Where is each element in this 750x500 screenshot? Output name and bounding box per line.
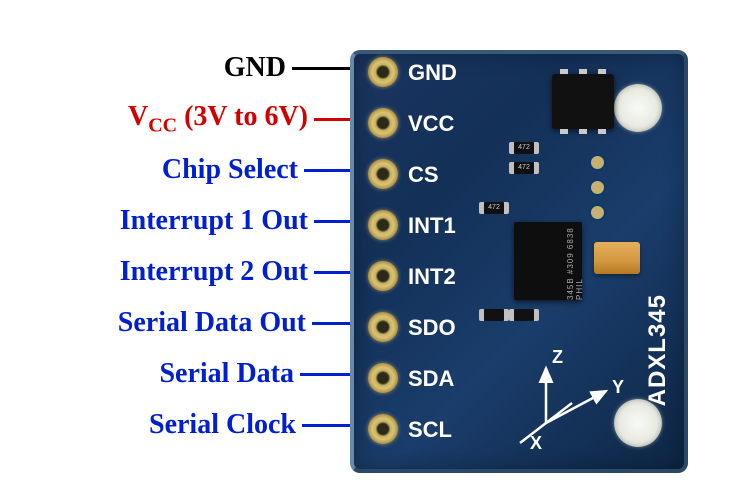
pin-label-text: Serial Clock bbox=[149, 409, 296, 441]
pin-label-text: Interrupt 2 Out bbox=[120, 256, 308, 288]
pin-label-text: Interrupt 1 Out bbox=[120, 205, 308, 237]
pin-label-row: VCC (3V to 6V) bbox=[128, 99, 378, 139]
diagram-container: GND VCC (3V to 6V) Chip Select Interrupt 1 … bbox=[0, 0, 750, 500]
pcb-board: GND VCC CS INT1 INT2 SDO SDA SCL 345B #309 6838… bbox=[350, 50, 688, 473]
pin-silk-label: SDO bbox=[408, 315, 456, 341]
smd-resistor bbox=[484, 309, 504, 321]
smd-resistor bbox=[514, 309, 534, 321]
pin-label-text: GND bbox=[224, 52, 286, 84]
tantalum-capacitor bbox=[594, 242, 640, 274]
pin-hole bbox=[368, 363, 398, 393]
pin-label-row: Interrupt 2 Out bbox=[120, 252, 378, 292]
axes-indicator: Z Y X bbox=[516, 343, 636, 453]
smd-resistor: 472 bbox=[484, 202, 504, 214]
pin-label-row: Chip Select bbox=[162, 150, 378, 190]
pin-label-row: Interrupt 1 Out bbox=[120, 201, 378, 241]
smd-resistor: 472 bbox=[514, 162, 534, 174]
pin-hole bbox=[368, 261, 398, 291]
pin-hole bbox=[368, 108, 398, 138]
axis-z-label: Z bbox=[552, 347, 563, 367]
pin-hole bbox=[368, 159, 398, 189]
pin-hole bbox=[368, 210, 398, 240]
pin-silk-label: INT1 bbox=[408, 213, 456, 239]
pin-label-text: Chip Select bbox=[162, 154, 298, 186]
pin-silk-label: CS bbox=[408, 162, 439, 188]
pin-silk-label: INT2 bbox=[408, 264, 456, 290]
pin-label-text: Serial Data bbox=[159, 358, 294, 390]
regulator-ic bbox=[552, 74, 614, 129]
pin-silk-label: VCC bbox=[408, 111, 454, 137]
ic-marking: 345B #309 6838 PHIL bbox=[566, 224, 584, 300]
pin-hole bbox=[368, 312, 398, 342]
pin-silk-label: GND bbox=[408, 60, 457, 86]
adxl345-ic: 345B #309 6838 PHIL bbox=[514, 222, 582, 300]
pin-label-text: VCC (3V to 6V) bbox=[128, 101, 308, 138]
pin-label-text: Serial Data Out bbox=[118, 307, 306, 339]
axis-y-label: Y bbox=[612, 377, 624, 397]
axis-x-label: X bbox=[530, 433, 542, 453]
mounting-hole-top bbox=[614, 84, 662, 132]
pin-silk-label: SCL bbox=[408, 417, 452, 443]
board-name-text: ADXL345 bbox=[644, 294, 672, 406]
pin-hole bbox=[368, 414, 398, 444]
pin-label-row: Serial Clock bbox=[149, 405, 378, 445]
pin-silk-label: SDA bbox=[408, 366, 454, 392]
pin-label-row: Serial Data bbox=[159, 354, 378, 394]
pin-hole bbox=[368, 57, 398, 87]
pin-label-row: Serial Data Out bbox=[118, 303, 378, 343]
smd-resistor: 472 bbox=[514, 142, 534, 154]
